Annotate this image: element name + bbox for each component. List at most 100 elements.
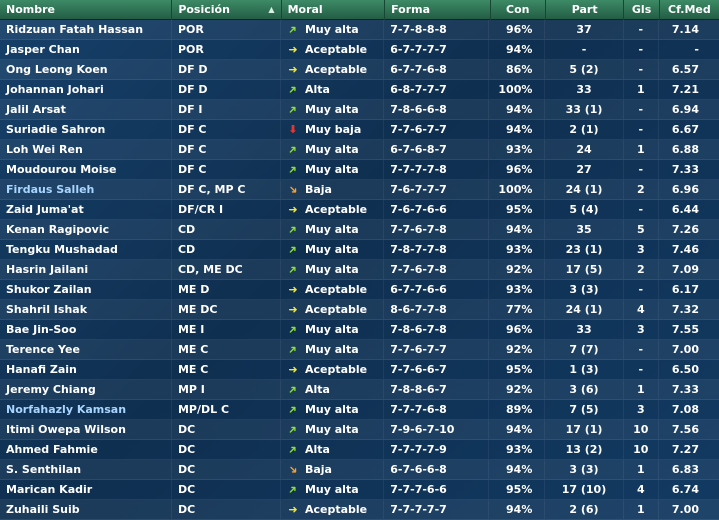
player-name[interactable]: Suriadie Sahron <box>0 120 172 139</box>
table-row[interactable]: Zuhaili Suib DC ➜ Aceptable 7-7-7-7-7 94% 2 (6… <box>0 500 719 520</box>
table-row[interactable]: Kenan Ragipovic CD ➜ Muy alta 7-7-6-7-8 94% 35… <box>0 220 719 240</box>
table-row[interactable]: Shukor Zailan ME D ➜ Aceptable 6-7-7-6-6 93% 3… <box>0 280 719 300</box>
player-morale: ➜ Muy alta <box>281 260 385 279</box>
player-average-rating: 7.46 <box>671 243 699 256</box>
player-position: ME I <box>172 320 281 339</box>
player-condition: 92% <box>489 380 546 399</box>
player-average-rating: 6.83 <box>671 463 699 476</box>
player-form: 7-8-6-7-8 <box>384 320 490 339</box>
player-position: DF C <box>172 160 281 179</box>
player-morale-label: Aceptable <box>304 202 368 216</box>
column-header-position[interactable]: Posición ▲ <box>172 0 282 20</box>
player-name[interactable]: Shukor Zailan <box>0 280 172 299</box>
player-name[interactable]: Marican Kadir <box>0 480 172 499</box>
player-name[interactable]: Hanafi Zain <box>0 360 172 379</box>
player-name[interactable]: Ong Leong Koen <box>0 60 172 79</box>
column-header-form[interactable]: Forma <box>385 0 491 20</box>
player-morale-label: Muy alta <box>304 222 359 236</box>
column-header-condition[interactable]: Con <box>491 0 546 20</box>
player-position: DF C <box>172 140 281 159</box>
player-name[interactable]: Johannan Johari <box>0 80 172 99</box>
player-name[interactable]: Moudourou Moise <box>0 160 172 179</box>
player-name[interactable]: Kenan Ragipovic <box>0 220 172 239</box>
player-appearances: 7 (5) <box>545 400 624 419</box>
table-row[interactable]: Zaid Juma'at DF/CR I ➜ Aceptable 7-6-7-6-6 95… <box>0 200 719 220</box>
table-row[interactable]: Bae Jin-Soo ME I ➜ Muy alta 7-8-6-7-8 96% 33 3 7… <box>0 320 719 340</box>
player-form: 6-7-6-8-7 <box>384 140 490 159</box>
player-name[interactable]: Ridzuan Fatah Hassan <box>0 20 172 39</box>
player-morale-label: Alta <box>304 382 330 396</box>
player-average-rating: 7.21 <box>671 83 699 96</box>
player-name[interactable]: Ahmed Fahmie <box>0 440 172 459</box>
column-header-appearances-label: Part <box>571 3 598 16</box>
player-morale: ➜ Muy alta <box>281 400 385 419</box>
player-name[interactable]: Loh Wei Ren <box>0 140 172 159</box>
player-name[interactable]: Shahril Ishak <box>0 300 172 319</box>
player-position: DF I <box>172 100 281 119</box>
table-row[interactable]: Firdaus Salleh DF C, MP C ➜ Baja 7-6-7-7-7 10… <box>0 180 719 200</box>
table-row[interactable]: Tengku Mushadad CD ➜ Muy alta 7-8-7-7-8 93% 23… <box>0 240 719 260</box>
table-row[interactable]: Suriadie Sahron DF C ⬇ Muy baja 7-7-6-7-7 94%… <box>0 120 719 140</box>
morale-steady-arrow-icon: ➜ <box>288 502 298 516</box>
morale-up-arrow-icon: ➜ <box>284 161 301 178</box>
player-average-rating: 6.67 <box>671 123 699 136</box>
player-appearances: 33 <box>545 320 624 339</box>
player-morale: ➜ Aceptable <box>281 280 385 299</box>
player-name[interactable]: Firdaus Salleh <box>0 180 172 199</box>
table-row[interactable]: Johannan Johari DF D ➜ Alta 6-8-7-7-7 100% 33 1… <box>0 80 719 100</box>
column-header-condition-label: Con <box>506 3 530 16</box>
player-name[interactable]: Terence Yee <box>0 340 172 359</box>
column-header-average-rating[interactable]: Cf.Med <box>660 0 719 20</box>
table-row[interactable]: Ong Leong Koen DF D ➜ Aceptable 6-7-7-6-8 86%… <box>0 60 719 80</box>
player-condition: 94% <box>489 420 546 439</box>
player-name[interactable]: S. Senthilan <box>0 460 172 479</box>
morale-up-arrow-icon: ➜ <box>284 101 301 118</box>
player-morale: ➜ Muy alta <box>281 20 385 39</box>
player-goals: 10 <box>624 440 659 459</box>
table-row[interactable]: Hasrin Jailani CD, ME DC ➜ Muy alta 7-7-6-7-… <box>0 260 719 280</box>
player-name[interactable]: Hasrin Jailani <box>0 260 172 279</box>
column-header-moral[interactable]: Moral <box>282 0 386 20</box>
table-row[interactable]: Itimi Owepa Wilson DC ➜ Muy alta 7-9-6-7-10 9… <box>0 420 719 440</box>
player-name[interactable]: Bae Jin-Soo <box>0 320 172 339</box>
player-name[interactable]: Tengku Mushadad <box>0 240 172 259</box>
player-appearances: 37 <box>545 20 624 39</box>
column-header-name[interactable]: Nombre <box>0 0 173 20</box>
player-appearances: 1 (3) <box>545 360 624 379</box>
player-name[interactable]: Zuhaili Suib <box>0 500 172 519</box>
table-row[interactable]: Ridzuan Fatah Hassan POR ➜ Muy alta 7-7-8-8-… <box>0 20 719 40</box>
player-morale-label: Muy alta <box>304 482 359 496</box>
morale-falling-arrow-icon: ➜ <box>285 181 302 198</box>
player-name[interactable]: Norfahazly Kamsan <box>0 400 172 419</box>
table-row[interactable]: Ahmed Fahmie DC ➜ Alta 7-7-7-7-9 93% 13 (2) 10 7… <box>0 440 719 460</box>
column-header-position-label: Posición <box>178 3 230 16</box>
player-condition: 94% <box>489 220 546 239</box>
table-row[interactable]: Moudourou Moise DF C ➜ Muy alta 7-7-7-7-8 96%… <box>0 160 719 180</box>
column-header-goals[interactable]: Gls <box>624 0 660 20</box>
table-row[interactable]: Jalil Arsat DF I ➜ Muy alta 7-8-6-6-8 94% 33 (… <box>0 100 719 120</box>
table-row[interactable]: Shahril Ishak ME DC ➜ Aceptable 8-6-7-7-8 77%… <box>0 300 719 320</box>
player-goals: - <box>624 340 659 359</box>
player-name[interactable]: Jalil Arsat <box>0 100 172 119</box>
player-goals: - <box>624 200 659 219</box>
table-row[interactable]: Marican Kadir DC ➜ Muy alta 7-7-7-6-6 95% 17 (… <box>0 480 719 500</box>
player-morale: ➜ Baja <box>281 180 385 199</box>
table-row[interactable]: Norfahazly Kamsan MP/DL C ➜ Muy alta 7-7-7-6… <box>0 400 719 420</box>
player-name[interactable]: Jasper Chan <box>0 40 172 59</box>
table-row[interactable]: Jasper Chan POR ➜ Aceptable 6-7-7-7-7 94% - - - <box>0 40 719 60</box>
player-morale-label: Aceptable <box>304 302 368 316</box>
player-name[interactable]: Zaid Juma'at <box>0 200 172 219</box>
player-name[interactable]: Itimi Owepa Wilson <box>0 420 172 439</box>
table-row[interactable]: Hanafi Zain ME C ➜ Aceptable 7-7-6-6-7 95% 1 (… <box>0 360 719 380</box>
player-form: 7-7-7-6-6 <box>384 480 490 499</box>
player-name[interactable]: Jeremy Chiang <box>0 380 172 399</box>
player-goals: 2 <box>624 260 659 279</box>
table-row[interactable]: S. Senthilan DC ➜ Baja 6-7-6-6-8 94% 3 (3) 1 6.8… <box>0 460 719 480</box>
player-average-rating: 7.56 <box>671 423 699 436</box>
table-row[interactable]: Loh Wei Ren DF C ➜ Muy alta 6-7-6-8-7 93% 24 1 6… <box>0 140 719 160</box>
table-row[interactable]: Jeremy Chiang MP I ➜ Alta 7-8-8-6-7 92% 3 (6) 1… <box>0 380 719 400</box>
player-position: POR <box>172 20 281 39</box>
table-row[interactable]: Terence Yee ME C ➜ Muy alta 7-7-6-7-7 92% 7 (7… <box>0 340 719 360</box>
column-header-appearances[interactable]: Part <box>546 0 625 20</box>
player-condition: 92% <box>489 340 546 359</box>
